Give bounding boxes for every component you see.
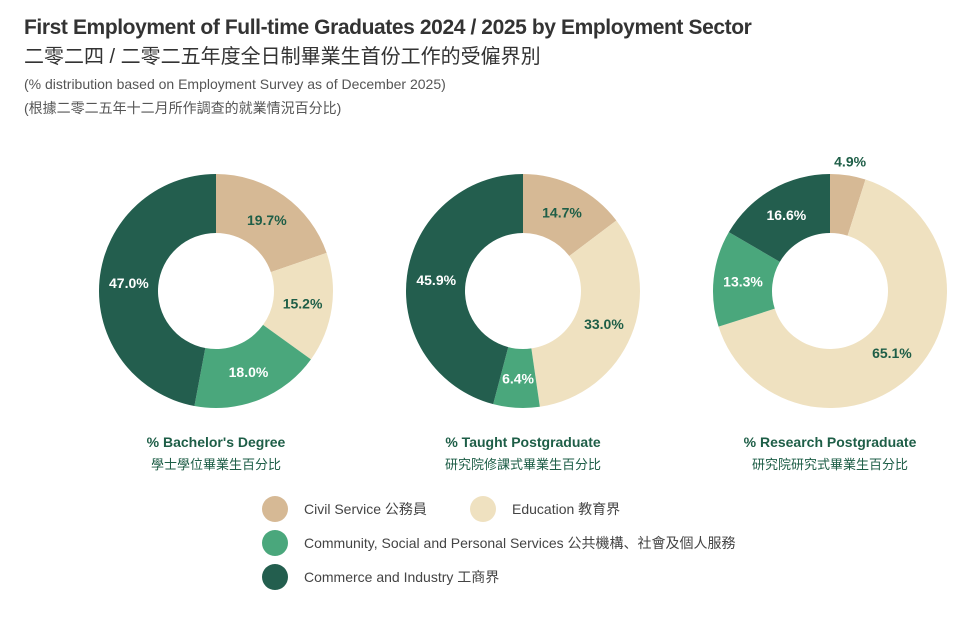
slice-education (531, 220, 640, 407)
slice-education (718, 179, 947, 408)
title-zh: 二零二四 / 二零二五年度全日制畢業生首份工作的受僱界別 (24, 46, 541, 68)
data-label-commerce: 47.0% (109, 275, 149, 291)
data-label-commerce: 45.9% (416, 272, 456, 288)
slice-civil-service (216, 174, 327, 273)
legend-civil-service: Civil Service 公務員 (262, 496, 427, 522)
legend-community: Community, Social and Personal Services … (262, 530, 736, 556)
legend-swatch (262, 564, 288, 590)
legend-label: Education 教育界 (512, 501, 621, 517)
slice-civil-service (830, 174, 866, 236)
data-label-community: 18.0% (229, 364, 269, 380)
legend-swatch (262, 496, 288, 522)
caption-en: % Research Postgraduate (743, 434, 917, 450)
slice-community (194, 324, 311, 408)
legend-label: Community, Social and Personal Services … (304, 535, 736, 551)
data-label-education: 65.1% (872, 345, 912, 361)
legend-label: Civil Service 公務員 (304, 501, 427, 517)
slice-commerce (406, 174, 523, 405)
data-label-civil-service: 19.7% (247, 212, 287, 228)
data-label-education: 15.2% (283, 296, 323, 312)
slice-community (493, 347, 540, 409)
caption-zh: 研究院修課式畢業生百分比 (444, 457, 601, 472)
slice-education (263, 252, 333, 360)
subtitle-en: (% distribution based on Employment Surv… (24, 76, 446, 92)
data-label-community: 13.3% (723, 274, 763, 290)
legend-education: Education 教育界 (470, 496, 620, 522)
caption-en: % Bachelor's Degree (146, 434, 286, 450)
caption-bachelor: % Bachelor's Degree 學士學位畢業生百分比 (66, 434, 366, 473)
caption-zh: 研究院研究式畢業生百分比 (751, 457, 908, 472)
data-label-commerce: 16.6% (767, 207, 807, 223)
legend-swatch (470, 496, 496, 522)
legend-label: Commerce and Industry 工商界 (304, 569, 500, 585)
slice-commerce (728, 174, 830, 262)
legend-commerce: Commerce and Industry 工商界 (262, 564, 499, 590)
caption-zh: 學士學位畢業生百分比 (150, 457, 281, 472)
data-label-civil-service: 4.9% (834, 154, 866, 170)
caption-taught: % Taught Postgraduate 研究院修課式畢業生百分比 (373, 434, 673, 473)
data-label-education: 33.0% (584, 316, 624, 332)
caption-en: % Taught Postgraduate (445, 434, 601, 450)
data-label-community: 6.4% (502, 370, 534, 386)
subtitle-zh: (根據二零二五年十二月所作調查的就業情況百分比) (24, 100, 342, 116)
legend-swatch (262, 530, 288, 556)
slice-civil-service (523, 174, 617, 257)
slice-commerce (98, 174, 216, 406)
data-label-civil-service: 14.7% (542, 205, 582, 221)
title-en: First Employment of Full-time Graduates … (24, 16, 752, 39)
slice-community (713, 232, 780, 327)
caption-research: % Research Postgraduate 研究院研究式畢業生百分比 (680, 434, 980, 473)
